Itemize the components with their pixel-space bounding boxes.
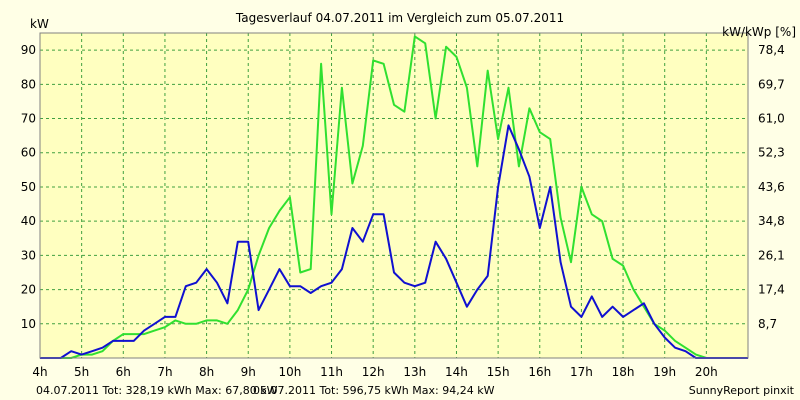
x-tick-label: 18h bbox=[612, 365, 635, 379]
y-tick-label: 20 bbox=[21, 283, 36, 297]
x-tick-label: 5h bbox=[74, 365, 89, 379]
x-tick-label: 10h bbox=[278, 365, 301, 379]
x-tick-label: 11h bbox=[320, 365, 343, 379]
x-axis: 4h 5h 6h 7h 8h 9h 10h 11h 12h 13h 14h 15h 16h 17h 18h 1… bbox=[32, 365, 717, 379]
y-tick-label: 80 bbox=[21, 77, 36, 91]
footer-legend-b: 05.07.2011 Tot: 596,75 kWh Max: 94,24 kW bbox=[253, 384, 495, 397]
x-tick-label: 15h bbox=[487, 365, 510, 379]
y-right-tick-label: 17,4 bbox=[758, 283, 785, 297]
y-tick-label: 50 bbox=[21, 180, 36, 194]
x-tick-label: 4h bbox=[32, 365, 47, 379]
y-right-tick-label: 34,8 bbox=[758, 214, 785, 228]
y-right-tick-label: 61,0 bbox=[758, 112, 785, 126]
series-lines bbox=[40, 35, 748, 359]
x-tick-label: 17h bbox=[570, 365, 593, 379]
x-tick-label: 9h bbox=[241, 365, 256, 379]
x-tick-label: 12h bbox=[362, 365, 385, 379]
y-axis-right: 8,7 17,4 26,1 34,8 43,6 52,3 61,0 69,7 78,4 bbox=[758, 43, 785, 331]
y-right-tick-label: 43,6 bbox=[758, 180, 785, 194]
x-tick-label: 6h bbox=[116, 365, 131, 379]
x-tick-label: 14h bbox=[445, 365, 468, 379]
y-tick-label: 60 bbox=[21, 146, 36, 160]
y-axis-left: 10 20 30 40 50 60 70 80 90 bbox=[21, 43, 36, 331]
plot-area bbox=[40, 33, 748, 358]
y-tick-label: 10 bbox=[21, 317, 36, 331]
chart-title: Tagesverlauf 04.07.2011 im Vergleich zum… bbox=[235, 11, 564, 25]
y-right-tick-label: 78,4 bbox=[758, 43, 785, 57]
series-line-04-07-2011 bbox=[40, 124, 748, 359]
y-tick-label: 30 bbox=[21, 248, 36, 262]
series-line-05-07-2011 bbox=[40, 35, 748, 359]
y-right-tick-label: 8,7 bbox=[758, 317, 777, 331]
grid bbox=[39, 33, 748, 358]
x-tick-label: 19h bbox=[653, 365, 676, 379]
x-tick-label: 16h bbox=[528, 365, 551, 379]
x-tick-label: 8h bbox=[199, 365, 214, 379]
plot-frame bbox=[39, 32, 749, 359]
x-tick-label: 7h bbox=[157, 365, 172, 379]
footer-legend-a: 04.07.2011 Tot: 328,19 kWh Max: 67,80 kW bbox=[36, 384, 278, 397]
y-right-tick-label: 69,7 bbox=[758, 77, 785, 91]
x-tick-label: 13h bbox=[403, 365, 426, 379]
y-tick-label: 90 bbox=[21, 43, 36, 57]
y-right-tick-label: 26,1 bbox=[758, 248, 785, 262]
y-axis-left-label: kW bbox=[30, 17, 49, 31]
y-right-tick-label: 52,3 bbox=[758, 146, 785, 160]
y-tick-label: 40 bbox=[21, 214, 36, 228]
x-tick-label: 20h bbox=[695, 365, 718, 379]
y-axis-right-label: kW/kWp [%] bbox=[722, 25, 796, 39]
y-tick-label: 70 bbox=[21, 112, 36, 126]
footer-credit: SunnyReport pinxit bbox=[689, 384, 795, 397]
